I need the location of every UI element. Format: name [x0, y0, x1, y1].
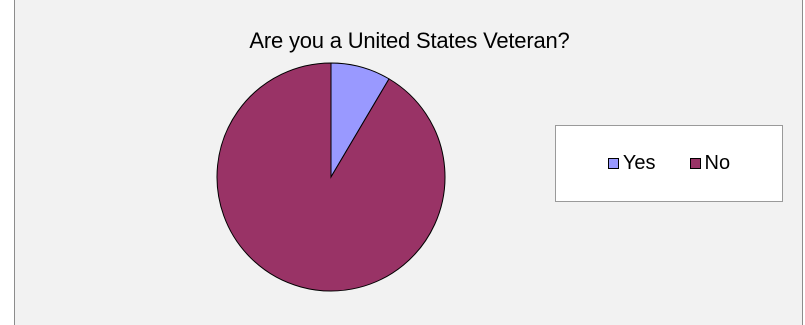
legend-item-yes: Yes	[607, 152, 656, 175]
legend-label-no: No	[704, 152, 731, 174]
chart-title: Are you a United States Veteran?	[249, 28, 570, 53]
pie-chart	[216, 62, 446, 292]
legend: Yes No	[555, 125, 783, 202]
legend-swatch-no	[689, 158, 701, 169]
legend-item-no: No	[689, 152, 731, 175]
pie-slice-no	[216, 62, 446, 292]
chart-frame: Are you a United States Veteran? Yes No	[14, 0, 803, 325]
legend-swatch-yes	[607, 158, 619, 169]
legend-label-yes: Yes	[622, 152, 656, 174]
